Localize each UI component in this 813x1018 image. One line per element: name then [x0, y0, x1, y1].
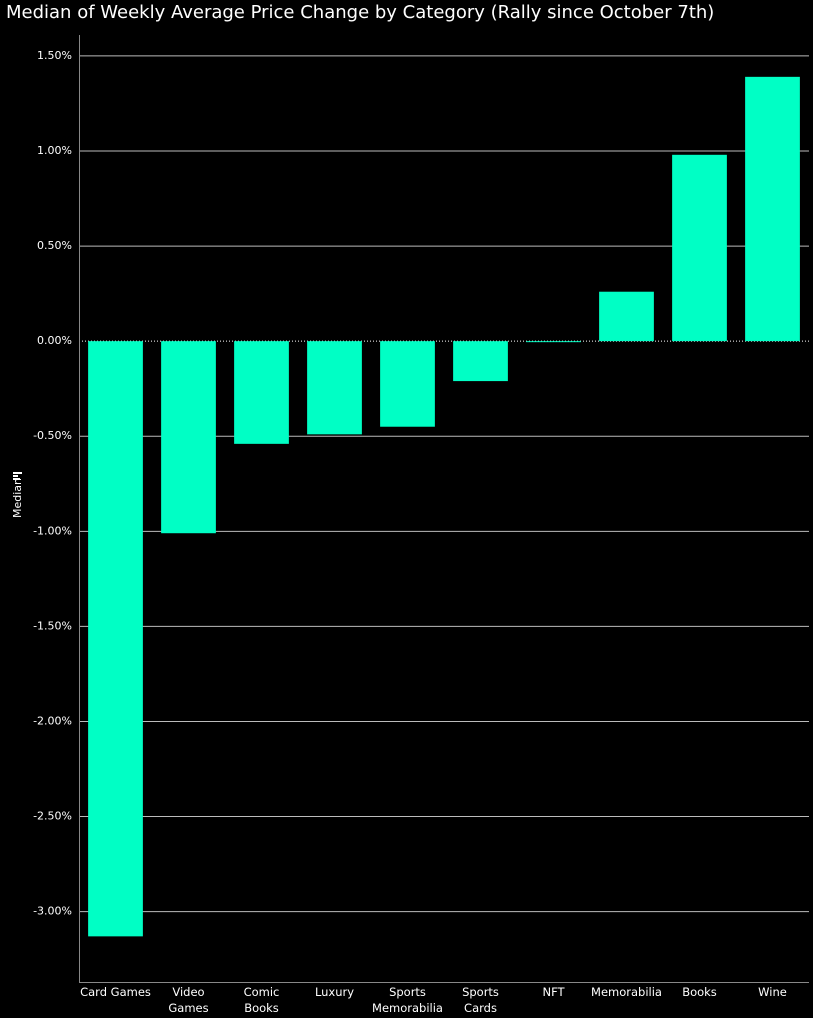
x-tick-label: Sports Cards	[462, 985, 499, 1015]
x-tick-label: Comic Books	[243, 985, 280, 1015]
y-axis-icon	[13, 472, 22, 480]
y-tick-label: -2.00%	[33, 714, 72, 727]
bar	[672, 154, 727, 342]
bar	[234, 341, 289, 444]
y-axis-title: Median	[11, 478, 24, 518]
x-tick-label: Video Games	[168, 985, 209, 1015]
y-tick-label: -1.50%	[33, 619, 72, 632]
x-tick-label: Card Games	[80, 985, 151, 999]
bar	[307, 341, 362, 435]
bar	[88, 341, 143, 937]
bar	[599, 291, 654, 342]
y-tick-label: 0.50%	[37, 239, 72, 252]
x-tick-label: Sports Memorabilia	[372, 985, 443, 1015]
x-tick-label: Memorabilia	[591, 985, 662, 999]
x-tick-label: Books	[682, 985, 717, 999]
chart-title: Median of Weekly Average Price Change by…	[6, 2, 714, 23]
bar	[380, 341, 435, 427]
bar	[526, 341, 581, 343]
x-tick-label: NFT	[542, 985, 565, 999]
bar	[453, 341, 508, 382]
y-tick-label: 1.00%	[37, 144, 72, 157]
bar	[161, 341, 216, 534]
bar	[745, 76, 800, 342]
y-tick-label: -3.00%	[33, 905, 72, 918]
x-tick-label: Luxury	[314, 985, 355, 999]
y-tick-label: 0.00%	[37, 334, 72, 347]
y-tick-label: -0.50%	[33, 429, 72, 442]
y-tick-label: -1.00%	[33, 524, 72, 537]
y-tick-label: 1.50%	[37, 49, 72, 62]
x-tick-label: Wine	[758, 985, 787, 999]
y-tick-label: -2.50%	[33, 810, 72, 823]
